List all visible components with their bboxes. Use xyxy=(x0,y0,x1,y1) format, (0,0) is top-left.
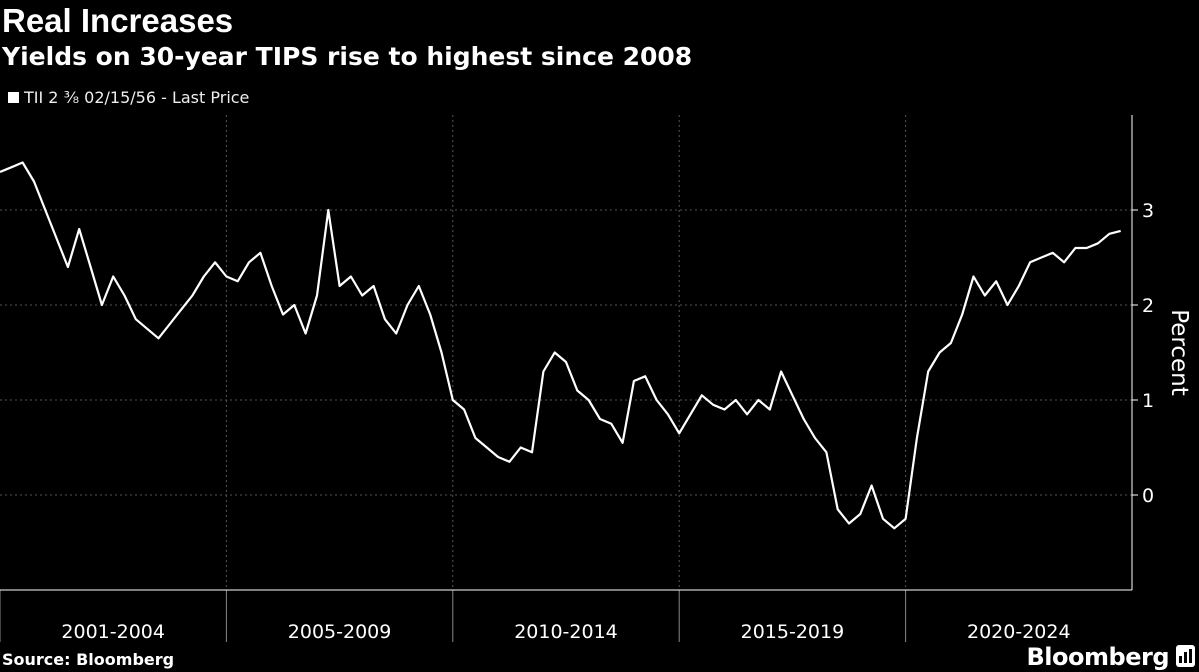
y-tick-label: 3 xyxy=(1142,200,1154,222)
x-tick-label: 2010-2014 xyxy=(514,621,618,643)
y-tick-label: 0 xyxy=(1142,485,1154,507)
chart-subtitle: Yields on 30-year TIPS rise to highest s… xyxy=(2,42,693,71)
y-tick-label: 1 xyxy=(1142,390,1154,412)
chart-title: Real Increases xyxy=(2,2,234,39)
x-tick-label: 2005-2009 xyxy=(288,621,392,643)
legend-label: TII 2 ³⁄₈ 02/15/56 - Last Price xyxy=(24,88,250,107)
bloomberg-logo: Bloomberg xyxy=(1026,643,1170,671)
x-tick-label: 2020-2024 xyxy=(967,621,1071,643)
x-tick-label: 2001-2004 xyxy=(61,621,165,643)
series-line xyxy=(0,161,1121,530)
source-note: Source: Bloomberg xyxy=(2,650,175,669)
legend-swatch xyxy=(8,92,19,103)
legend: TII 2 ³⁄₈ 02/15/56 - Last Price xyxy=(8,88,249,107)
bloomberg-logo-icon xyxy=(1176,645,1195,667)
y-tick-label: 2 xyxy=(1142,295,1154,317)
x-tick-label: 2015-2019 xyxy=(741,621,845,643)
y-axis-label: Percent xyxy=(1166,309,1192,396)
